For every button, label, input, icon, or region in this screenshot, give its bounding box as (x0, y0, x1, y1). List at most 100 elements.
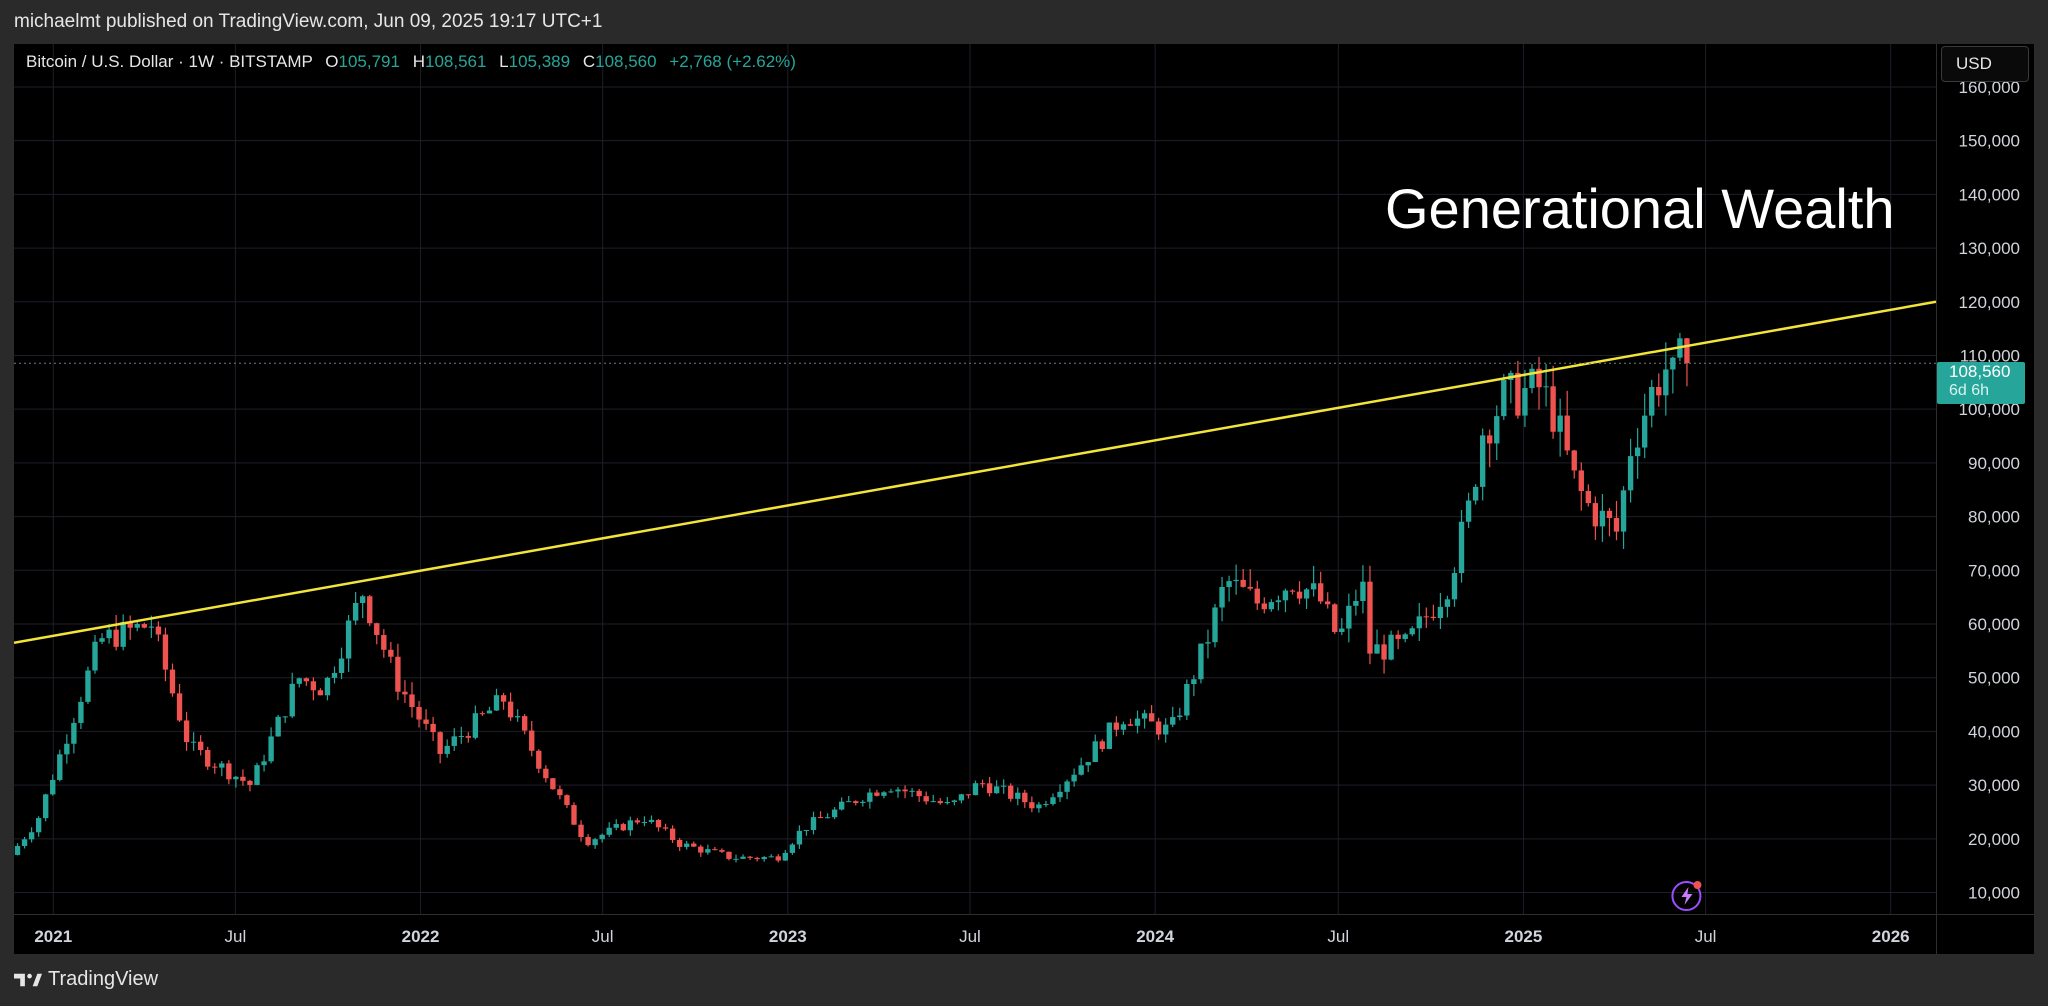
candle-body (1515, 372, 1521, 416)
y-tick-label: 30,000 (1968, 776, 2020, 795)
candle-body (522, 716, 528, 731)
candle-body (726, 851, 732, 859)
x-tick-label: Jul (592, 927, 614, 946)
candle-body (233, 776, 239, 780)
y-tick-label: 140,000 (1959, 185, 2020, 204)
y-tick-label: 40,000 (1968, 722, 2020, 741)
candle-body (1057, 791, 1063, 798)
event-badge-icon (1671, 881, 1702, 911)
candle-body (247, 780, 253, 785)
candle-body (1191, 679, 1197, 685)
candle-body (944, 801, 951, 804)
candle-body (360, 596, 366, 604)
candle-body (1113, 722, 1120, 730)
candle-body (21, 839, 28, 846)
candle-body (1430, 616, 1437, 619)
candle-body (381, 634, 387, 650)
candle-body (479, 713, 486, 715)
candle-body (571, 805, 577, 825)
footer-bar: TradingView (0, 954, 2048, 1006)
publish-info: michaelmt published on TradingView.com, … (14, 11, 603, 32)
candle-body (1078, 765, 1084, 775)
candle-body (698, 846, 704, 853)
candle-body (1015, 792, 1021, 799)
candle-body (310, 681, 317, 691)
candle-body (197, 741, 204, 751)
candle-body (719, 850, 725, 852)
candle-body (1275, 600, 1282, 603)
candle-body (838, 801, 845, 810)
candle-body (1022, 792, 1028, 803)
candle-body (1064, 781, 1070, 792)
candle-body (1155, 721, 1162, 735)
candle-body (317, 690, 324, 696)
candle-body (1289, 590, 1296, 592)
y-tick-label: 130,000 (1959, 239, 2020, 258)
candle-body (338, 658, 345, 673)
candle-body (620, 824, 626, 831)
candle-body (937, 801, 943, 804)
candle-body (958, 794, 965, 801)
candle-body (1043, 804, 1049, 806)
candle-body (1529, 368, 1535, 389)
candle-body (1134, 718, 1141, 726)
candle-body (747, 856, 753, 858)
candle-body (543, 768, 549, 779)
candle-body (1198, 643, 1204, 680)
y-tick-label: 160,000 (1959, 78, 2020, 97)
candle-body (507, 701, 514, 718)
candle-body (599, 834, 605, 840)
candle-body (296, 678, 302, 684)
candle-body (1557, 415, 1563, 432)
tradingview-logo-icon (14, 973, 42, 986)
open-value: 105,791 (338, 52, 400, 71)
candle-body (881, 792, 887, 796)
candle-body (536, 750, 542, 769)
candle-body (183, 720, 190, 743)
candle-body (1663, 369, 1669, 396)
candle-body (902, 789, 908, 792)
currency-button[interactable]: USD (1941, 46, 2029, 82)
candle-body (1303, 589, 1310, 599)
candle-body (275, 716, 281, 737)
candle-body (705, 849, 711, 853)
y-tick-label: 60,000 (1968, 615, 2020, 634)
candle-body (1127, 724, 1134, 726)
candle-body (1184, 684, 1190, 716)
candle-body (986, 783, 993, 794)
candle-body (113, 629, 119, 647)
candle-body (395, 656, 401, 692)
candle-body (803, 830, 810, 832)
candle-body (1472, 486, 1479, 501)
candle-body (1268, 602, 1275, 610)
candle-body (1233, 579, 1239, 582)
candle-body (367, 596, 373, 624)
candlestick-chart[interactable]: 10,000 20,000 30,000 40,000 50,000 60,000 70,0… (14, 44, 2034, 954)
candle-body (578, 824, 584, 837)
candle-body (43, 794, 49, 819)
x-tick-label: 2026 (1872, 927, 1910, 946)
candle-body (14, 845, 21, 855)
candle-body (1106, 722, 1113, 749)
candle-body (754, 857, 760, 860)
candle-body (1332, 604, 1338, 633)
candle-body (345, 620, 352, 659)
candle-body (472, 713, 479, 738)
candle-body (1212, 607, 1218, 643)
candle-body (190, 741, 197, 743)
candle-body (951, 800, 958, 802)
candle-body (127, 622, 133, 628)
candle-body (1346, 605, 1352, 629)
candle-body (1092, 741, 1098, 763)
candle-body (1050, 797, 1056, 805)
candle-body (134, 624, 140, 628)
chart-pane[interactable]: 10,000 20,000 30,000 40,000 50,000 60,000 70,0… (14, 44, 2034, 954)
candle-body (761, 857, 767, 860)
candle-body (331, 672, 338, 678)
tradingview-logo[interactable]: TradingView (14, 968, 158, 991)
candle-body (254, 765, 260, 785)
y-tick-label: 50,000 (1968, 669, 2020, 688)
symbol-name: Bitcoin / U.S. Dollar · 1W · BITSTAMP (26, 52, 313, 71)
candle-body (1085, 762, 1091, 766)
x-tick-label: Jul (1695, 927, 1717, 946)
